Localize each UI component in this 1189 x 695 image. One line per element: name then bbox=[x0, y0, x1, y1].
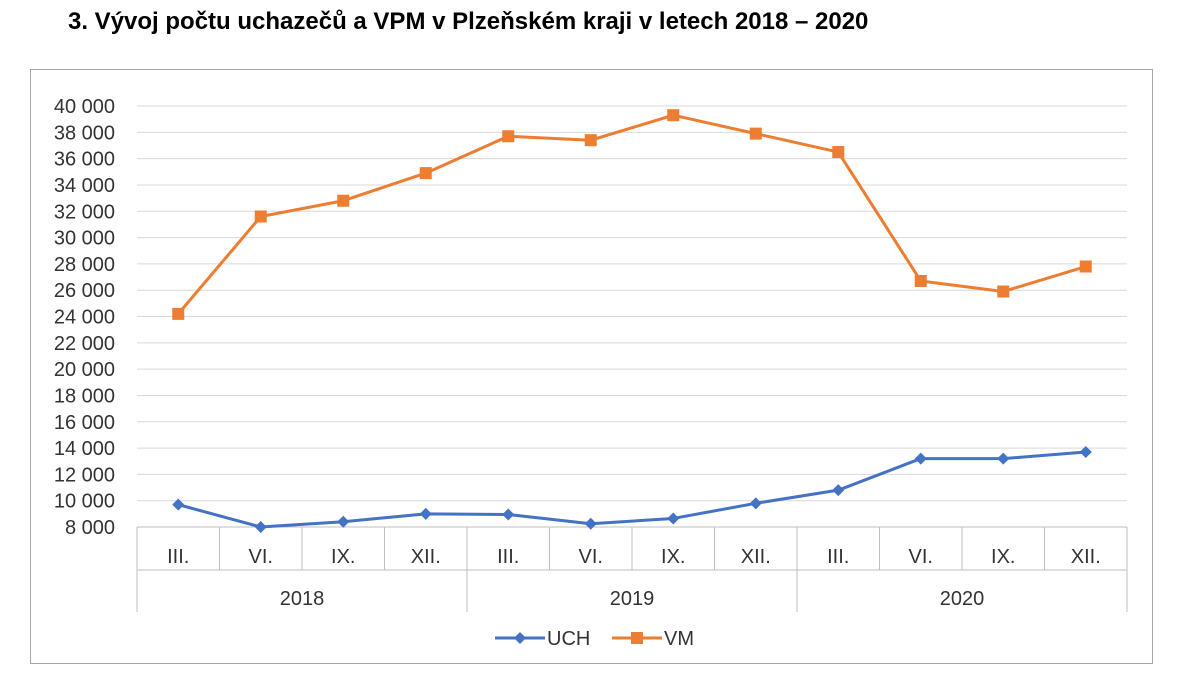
x-tick-label: VI. bbox=[249, 546, 273, 568]
data-point-uch bbox=[502, 508, 515, 521]
legend-label-uch: UCH bbox=[547, 628, 590, 650]
year-group-label: 2019 bbox=[610, 588, 655, 610]
x-tick-label: VI. bbox=[579, 546, 603, 568]
data-point-uch bbox=[914, 452, 927, 465]
data-point-uch bbox=[584, 517, 597, 530]
legend-label-vm: VM bbox=[664, 628, 694, 650]
data-point-vm bbox=[337, 194, 350, 207]
y-tick-label: 40 000 bbox=[54, 96, 115, 118]
legend-marker-diamond-icon bbox=[514, 632, 526, 644]
data-point-uch bbox=[419, 507, 432, 520]
y-tick-label: 36 000 bbox=[54, 149, 115, 171]
data-point-uch bbox=[254, 521, 267, 533]
x-tick-label: III. bbox=[827, 546, 849, 568]
data-point-vm bbox=[419, 167, 432, 180]
x-tick-label: IX. bbox=[991, 546, 1015, 568]
y-tick-label: 26 000 bbox=[54, 280, 115, 302]
chart-frame bbox=[30, 69, 1153, 664]
y-tick-label: 8 000 bbox=[65, 517, 115, 539]
x-tick-label: XII. bbox=[1071, 546, 1101, 568]
x-tick-label: XII. bbox=[741, 546, 771, 568]
data-point-vm bbox=[1079, 260, 1092, 273]
x-tick-label: III. bbox=[497, 546, 519, 568]
data-point-uch bbox=[337, 515, 350, 528]
y-tick-label: 20 000 bbox=[54, 359, 115, 381]
y-tick-label: 12 000 bbox=[54, 464, 115, 486]
data-point-uch bbox=[667, 512, 680, 525]
year-group-label: 2018 bbox=[280, 588, 325, 610]
y-tick-label: 18 000 bbox=[54, 385, 115, 407]
legend-marker-square-icon bbox=[631, 632, 643, 644]
data-point-vm bbox=[914, 274, 927, 287]
data-point-vm bbox=[502, 130, 515, 143]
x-tick-label: IX. bbox=[331, 546, 355, 568]
data-point-uch bbox=[749, 497, 762, 510]
data-point-vm bbox=[254, 210, 267, 223]
data-point-uch bbox=[997, 452, 1010, 465]
y-tick-label: 22 000 bbox=[54, 333, 115, 355]
data-point-uch bbox=[1079, 446, 1092, 459]
y-tick-label: 30 000 bbox=[54, 228, 115, 250]
y-tick-label: 34 000 bbox=[54, 175, 115, 197]
data-point-uch bbox=[172, 498, 185, 511]
series-line-vm bbox=[177, 113, 1087, 315]
x-tick-label: IX. bbox=[661, 546, 685, 568]
page-title: 3. Vývoj počtu uchazečů a VPM v Plzeňské… bbox=[68, 8, 869, 35]
y-tick-label: 10 000 bbox=[54, 491, 115, 513]
series-line-uch bbox=[177, 450, 1086, 529]
y-tick-label: 38 000 bbox=[54, 122, 115, 144]
data-point-uch bbox=[832, 484, 845, 497]
data-point-vm bbox=[667, 109, 680, 122]
data-point-vm bbox=[832, 146, 845, 159]
y-tick-label: 16 000 bbox=[54, 412, 115, 434]
year-group-label: 2020 bbox=[940, 588, 985, 610]
data-point-vm bbox=[749, 127, 762, 140]
y-tick-label: 28 000 bbox=[54, 254, 115, 276]
y-tick-label: 14 000 bbox=[54, 438, 115, 460]
y-tick-label: 24 000 bbox=[54, 307, 115, 329]
x-tick-label: XII. bbox=[411, 546, 441, 568]
data-point-vm bbox=[584, 134, 597, 147]
data-point-vm bbox=[997, 285, 1010, 298]
x-tick-label: III. bbox=[167, 546, 189, 568]
data-point-vm bbox=[172, 307, 185, 320]
x-tick-label: VI. bbox=[909, 546, 933, 568]
y-tick-label: 32 000 bbox=[54, 201, 115, 223]
